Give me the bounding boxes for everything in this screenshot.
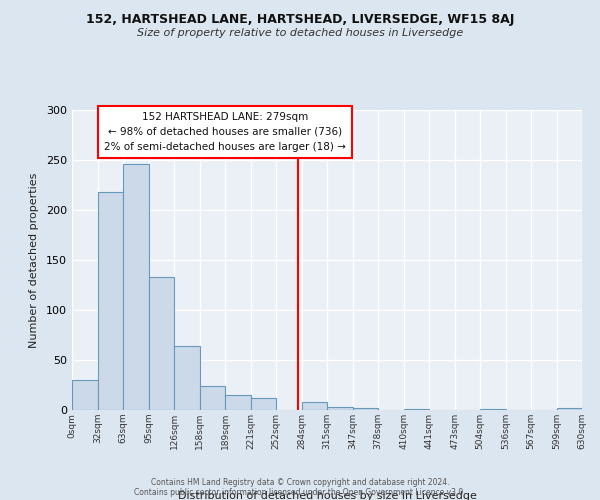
Text: Contains public sector information licensed under the Open Government Licence v3: Contains public sector information licen… — [134, 488, 466, 497]
Bar — [174, 346, 200, 410]
Bar — [98, 192, 123, 410]
Bar — [302, 402, 327, 410]
Bar — [123, 164, 149, 410]
Bar — [251, 398, 276, 410]
X-axis label: Distribution of detached houses by size in Liversedge: Distribution of detached houses by size … — [178, 491, 476, 500]
Y-axis label: Number of detached properties: Number of detached properties — [29, 172, 39, 348]
Bar — [72, 380, 98, 410]
Text: 152 HARTSHEAD LANE: 279sqm
← 98% of detached houses are smaller (736)
2% of semi: 152 HARTSHEAD LANE: 279sqm ← 98% of deta… — [104, 112, 346, 152]
Bar — [404, 409, 429, 410]
Bar — [200, 386, 225, 410]
Bar — [225, 395, 251, 410]
Text: Contains HM Land Registry data © Crown copyright and database right 2024.: Contains HM Land Registry data © Crown c… — [151, 478, 449, 487]
Bar — [480, 409, 506, 410]
Bar — [327, 407, 353, 410]
Text: 152, HARTSHEAD LANE, HARTSHEAD, LIVERSEDGE, WF15 8AJ: 152, HARTSHEAD LANE, HARTSHEAD, LIVERSED… — [86, 12, 514, 26]
Bar — [557, 408, 582, 410]
Bar — [353, 408, 378, 410]
Text: Size of property relative to detached houses in Liversedge: Size of property relative to detached ho… — [137, 28, 463, 38]
Bar — [149, 277, 174, 410]
